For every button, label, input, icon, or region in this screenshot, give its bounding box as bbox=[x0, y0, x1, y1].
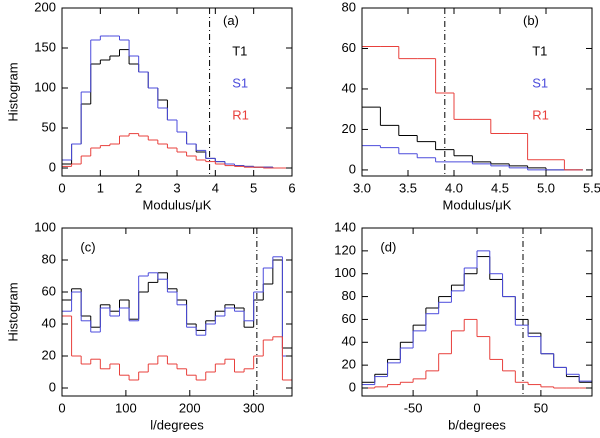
x-tick-label: 4.0 bbox=[445, 180, 463, 195]
y-axis-label: Histogram bbox=[5, 62, 20, 121]
y-tick-label: 80 bbox=[42, 251, 56, 266]
legend-entry: S1 bbox=[232, 75, 248, 90]
y-tick-label: 20 bbox=[42, 347, 56, 362]
x-tick-label: 1 bbox=[97, 180, 104, 195]
x-axis-label: Modulus/μK bbox=[143, 197, 212, 212]
x-tick-label: 0 bbox=[473, 400, 480, 415]
legend-entry: T1 bbox=[232, 43, 247, 58]
x-tick-label: 4 bbox=[212, 180, 219, 195]
y-tick-label: 100 bbox=[34, 79, 56, 94]
panel-label: (d) bbox=[380, 240, 396, 255]
y-tick-label: 80 bbox=[342, 288, 356, 303]
y-tick-label: 120 bbox=[334, 242, 356, 257]
y-tick-label: 0 bbox=[49, 159, 56, 174]
y-tick-label: 0 bbox=[349, 379, 356, 394]
x-tick-label: 3 bbox=[173, 180, 180, 195]
x-tick-label: 6 bbox=[288, 180, 295, 195]
y-tick-label: 40 bbox=[342, 334, 356, 349]
x-tick-label: 5.5 bbox=[583, 180, 600, 195]
y-tick-label: 20 bbox=[342, 357, 356, 372]
x-tick-label: 3.5 bbox=[399, 180, 417, 195]
x-tick-label: 0 bbox=[58, 180, 65, 195]
x-tick-label: 300 bbox=[243, 400, 265, 415]
y-tick-label: 40 bbox=[342, 80, 356, 95]
y-tick-label: 150 bbox=[34, 39, 56, 54]
x-axis-label: Modulus/μK bbox=[443, 197, 512, 212]
y-tick-label: 100 bbox=[334, 265, 356, 280]
x-tick-label: 200 bbox=[179, 400, 201, 415]
x-axis-label: l/degrees bbox=[150, 417, 204, 432]
y-tick-label: 100 bbox=[34, 219, 56, 234]
y-tick-label: 60 bbox=[342, 311, 356, 326]
y-tick-label: 20 bbox=[342, 121, 356, 136]
y-tick-label: 200 bbox=[34, 0, 56, 14]
panel-label: (b) bbox=[523, 13, 539, 28]
legend-entry: R1 bbox=[232, 107, 249, 122]
y-tick-label: 140 bbox=[334, 219, 356, 234]
panel-label: (a) bbox=[223, 13, 239, 28]
y-tick-label: 0 bbox=[349, 161, 356, 176]
x-tick-label: 50 bbox=[534, 400, 548, 415]
x-tick-label: 100 bbox=[115, 400, 137, 415]
legend-entry: R1 bbox=[532, 107, 549, 122]
x-tick-label: 0 bbox=[58, 400, 65, 415]
y-tick-label: 80 bbox=[342, 0, 356, 14]
y-tick-label: 50 bbox=[42, 119, 56, 134]
x-tick-label: 2 bbox=[135, 180, 142, 195]
plot-frame bbox=[61, 227, 293, 397]
x-tick-label: 5 bbox=[250, 180, 257, 195]
y-tick-label: 60 bbox=[342, 40, 356, 55]
legend-entry: S1 bbox=[532, 75, 548, 90]
legend-entry: T1 bbox=[532, 43, 547, 58]
x-axis-label: b/degrees bbox=[448, 417, 506, 432]
y-tick-label: 0 bbox=[49, 379, 56, 394]
y-tick-label: 40 bbox=[42, 315, 56, 330]
plot-frame bbox=[361, 7, 593, 177]
panel-label: (c) bbox=[80, 240, 95, 255]
y-axis-label: Histogram bbox=[5, 282, 20, 341]
x-tick-label: 5.0 bbox=[537, 180, 555, 195]
x-tick-label: -50 bbox=[404, 400, 423, 415]
x-tick-label: 4.5 bbox=[491, 180, 509, 195]
y-tick-label: 60 bbox=[42, 283, 56, 298]
x-tick-label: 3.0 bbox=[353, 180, 371, 195]
